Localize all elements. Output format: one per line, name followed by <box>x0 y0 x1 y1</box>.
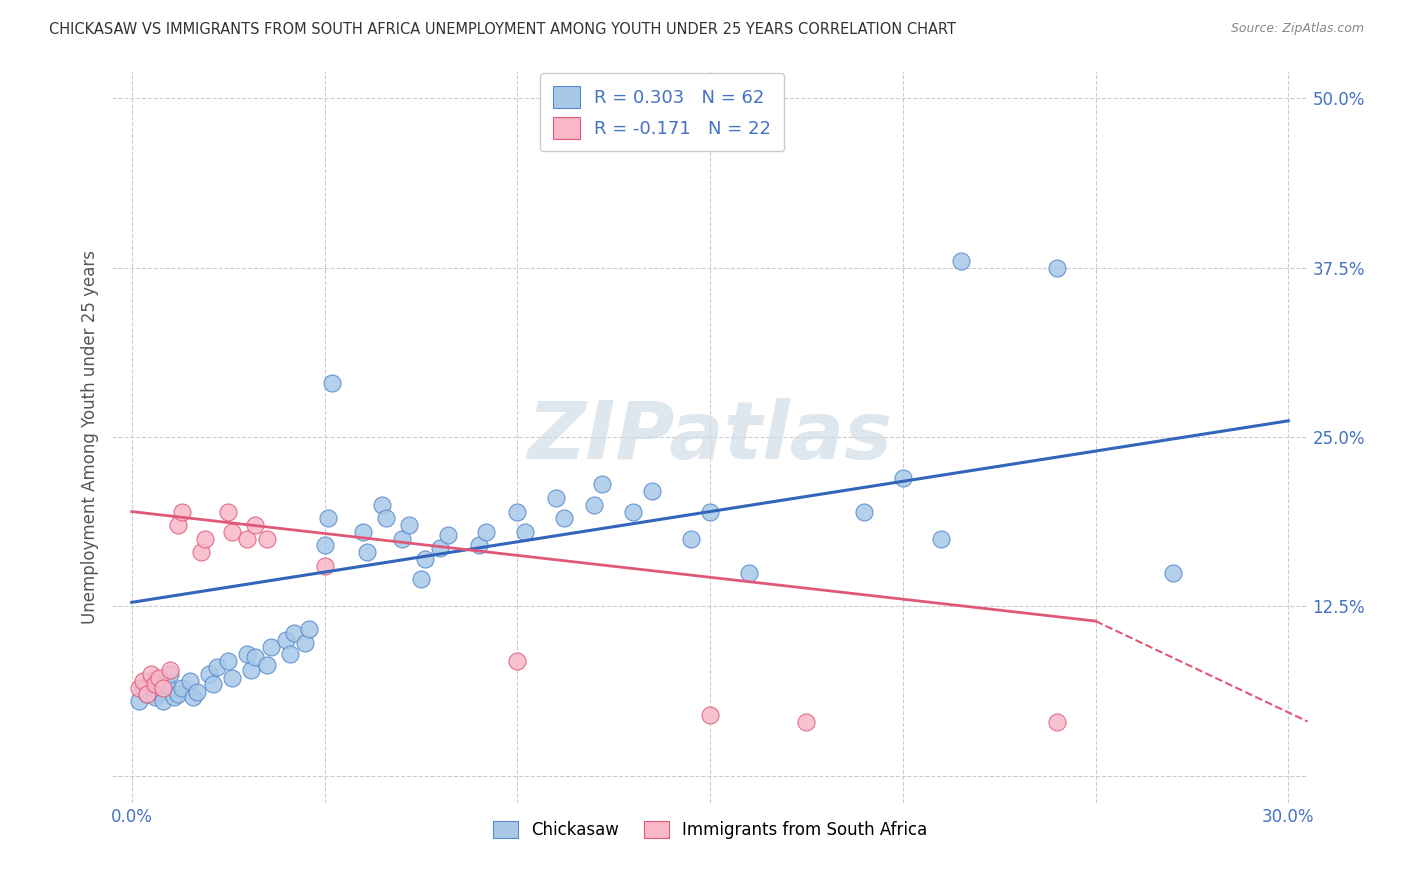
Point <box>139 667 162 681</box>
Point <box>544 491 567 505</box>
Point <box>467 538 489 552</box>
Point <box>371 498 394 512</box>
Point <box>352 524 374 539</box>
Point <box>167 518 190 533</box>
Point <box>186 684 208 698</box>
Point <box>198 667 221 681</box>
Point <box>314 558 336 573</box>
Point <box>621 505 644 519</box>
Point <box>148 684 170 698</box>
Point <box>699 707 721 722</box>
Point <box>167 688 190 702</box>
Point <box>398 518 420 533</box>
Point <box>183 690 205 705</box>
Point <box>321 376 343 390</box>
Point <box>256 532 278 546</box>
Point <box>136 688 159 702</box>
Point <box>506 505 529 519</box>
Point <box>221 524 243 539</box>
Point <box>409 572 432 586</box>
Point <box>256 657 278 672</box>
Point <box>283 626 305 640</box>
Point <box>259 640 281 654</box>
Point <box>591 477 613 491</box>
Point <box>641 484 664 499</box>
Point <box>194 532 217 546</box>
Point <box>1161 566 1184 580</box>
Point <box>243 649 266 664</box>
Point <box>375 511 398 525</box>
Point <box>221 671 243 685</box>
Point <box>217 654 239 668</box>
Point <box>475 524 498 539</box>
Point <box>143 676 166 690</box>
Point <box>298 623 321 637</box>
Point <box>931 532 953 546</box>
Point <box>796 714 818 729</box>
Point <box>413 552 436 566</box>
Point <box>201 676 224 690</box>
Point <box>278 647 301 661</box>
Point <box>240 663 263 677</box>
Point <box>132 681 155 695</box>
Point <box>513 524 536 539</box>
Point <box>437 527 460 541</box>
Point <box>163 690 186 705</box>
Point <box>136 688 159 702</box>
Point <box>553 511 575 525</box>
Point <box>318 511 340 525</box>
Point <box>217 505 239 519</box>
Text: CHICKASAW VS IMMIGRANTS FROM SOUTH AFRICA UNEMPLOYMENT AMONG YOUTH UNDER 25 YEAR: CHICKASAW VS IMMIGRANTS FROM SOUTH AFRIC… <box>49 22 956 37</box>
Point <box>128 694 150 708</box>
Y-axis label: Unemployment Among Youth under 25 years: Unemployment Among Youth under 25 years <box>80 250 98 624</box>
Point <box>139 673 162 688</box>
Point <box>205 660 228 674</box>
Point <box>679 532 702 546</box>
Point <box>356 545 378 559</box>
Point <box>583 498 606 512</box>
Point <box>152 694 174 708</box>
Point <box>148 671 170 685</box>
Point <box>314 538 336 552</box>
Point <box>132 673 155 688</box>
Point <box>391 532 413 546</box>
Point <box>170 505 193 519</box>
Point <box>949 254 972 268</box>
Point <box>891 471 914 485</box>
Point <box>152 681 174 695</box>
Point <box>159 663 181 677</box>
Point <box>294 636 316 650</box>
Point <box>236 647 259 661</box>
Point <box>737 566 759 580</box>
Point <box>179 673 201 688</box>
Point <box>143 690 166 705</box>
Point <box>1046 714 1069 729</box>
Point <box>128 681 150 695</box>
Point <box>429 541 451 556</box>
Point <box>170 681 193 695</box>
Point <box>853 505 876 519</box>
Point <box>155 676 177 690</box>
Point <box>274 633 297 648</box>
Point <box>243 518 266 533</box>
Legend: Chickasaw, Immigrants from South Africa: Chickasaw, Immigrants from South Africa <box>486 814 934 846</box>
Point <box>1046 260 1069 275</box>
Text: ZIPatlas: ZIPatlas <box>527 398 893 476</box>
Point <box>190 545 212 559</box>
Point <box>236 532 259 546</box>
Point <box>506 654 529 668</box>
Point <box>699 505 721 519</box>
Point <box>159 667 181 681</box>
Text: Source: ZipAtlas.com: Source: ZipAtlas.com <box>1230 22 1364 36</box>
